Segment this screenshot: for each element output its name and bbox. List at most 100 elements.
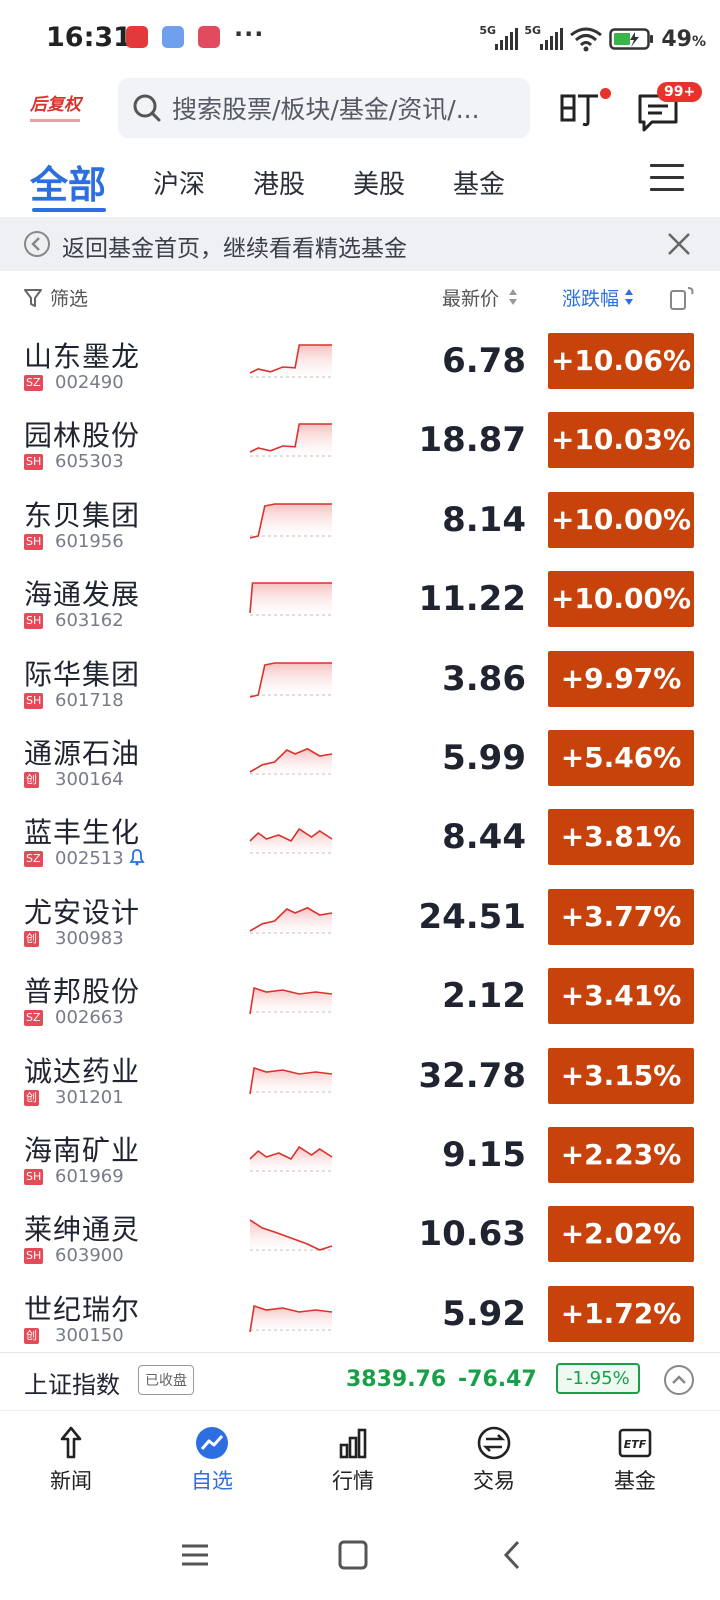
nav-label: 交易 xyxy=(473,1469,515,1493)
stock-code: 601969 xyxy=(55,1166,124,1187)
home-icon[interactable] xyxy=(336,1538,370,1572)
app-notification-icon-2 xyxy=(162,26,184,48)
stock-row[interactable]: 蓝丰生化 SZ 002513 8.44 +3.81% xyxy=(0,799,720,879)
nav-funds[interactable]: ETF 基金 xyxy=(590,1425,680,1495)
message-count-badge: 99+ xyxy=(657,82,703,102)
nav-news[interactable]: 新闻 xyxy=(26,1425,116,1495)
close-icon[interactable] xyxy=(666,231,692,257)
stock-row[interactable]: 海通发展 SH 603162 11.22 +10.00% xyxy=(0,561,720,641)
stock-name: 际华集团 xyxy=(24,657,141,691)
market-badge: SH xyxy=(24,533,44,550)
intraday-sparkline xyxy=(249,747,333,780)
stock-code: 603900 xyxy=(55,1245,124,1267)
recent-apps-icon[interactable] xyxy=(178,1538,212,1572)
stock-row[interactable]: 海南矿业 SH 601969 9.15 +2.23% xyxy=(0,1117,720,1197)
tab-us-stocks[interactable]: 美股 xyxy=(353,170,406,200)
change-percent-badge[interactable]: +3.77% xyxy=(548,888,694,945)
stock-code: 300150 xyxy=(55,1324,124,1346)
change-percent-badge[interactable]: +2.02% xyxy=(548,1206,694,1263)
intraday-sparkline xyxy=(249,906,333,939)
nav-label: 基金 xyxy=(614,1469,656,1493)
stock-row[interactable]: 东贝集团 SH 601956 8.14 +10.00% xyxy=(0,482,720,562)
battery-icon xyxy=(609,28,654,50)
battery-percent: 49% xyxy=(661,26,706,52)
nav-market[interactable]: 行情 xyxy=(308,1425,398,1495)
stock-name: 世纪瑞尔 xyxy=(24,1292,141,1326)
brand-logo[interactable]: 后复权 xyxy=(30,90,90,130)
stock-row[interactable]: 山东墨龙 SZ 002490 6.78 +10.06% xyxy=(0,323,720,403)
sort-by-change[interactable]: 涨跌幅 xyxy=(562,288,620,310)
intraday-sparkline xyxy=(249,661,332,701)
stock-name: 尤安设计 xyxy=(24,895,141,929)
intraday-sparkline xyxy=(249,582,332,622)
stock-price: 18.87 xyxy=(418,420,526,461)
watchlist: 山东墨龙 SZ 002490 6.78 +10.06% 园林股份 SH 605303 18.87… xyxy=(0,323,720,1352)
index-delta: -76.47 xyxy=(458,1367,537,1392)
stock-row[interactable]: 际华集团 SH 601718 3.86 +9.97% xyxy=(0,641,720,721)
stock-price: 6.78 xyxy=(442,341,526,381)
stock-row[interactable]: 通源石油创 300164 5.99 +5.46% xyxy=(0,720,720,800)
watch-alert-icon[interactable] xyxy=(556,84,604,132)
menu-icon[interactable] xyxy=(650,164,686,196)
change-percent-badge[interactable]: +5.46% xyxy=(548,730,694,786)
market-status-badge: 已收盘 xyxy=(138,1365,194,1395)
tab-funds[interactable]: 基金 xyxy=(453,170,506,200)
change-percent-badge[interactable]: +10.00% xyxy=(548,571,694,628)
search-icon xyxy=(133,94,161,122)
stock-row[interactable]: 世纪瑞尔创 300150 5.92 +1.72% xyxy=(0,1276,720,1352)
stock-row[interactable]: 莱绅通灵 SH 603900 10.63 +2.02% xyxy=(0,1196,720,1276)
banner-text: 返回基金首页，继续看看精选基金 xyxy=(62,236,407,262)
tab-hong-kong[interactable]: 港股 xyxy=(253,170,306,200)
tab-shanghai-shenzhen[interactable]: 沪深 xyxy=(153,170,206,200)
switch-view-icon[interactable] xyxy=(668,284,696,312)
stock-name: 蓝丰生化 xyxy=(24,816,141,850)
signal-icon: 5G xyxy=(524,24,564,50)
stock-price: 10.63 xyxy=(418,1214,526,1255)
index-ticker-bar[interactable]: 上证指数 已收盘 3839.76 -76.47 -1.95% xyxy=(0,1352,720,1408)
network-type-label: 5G xyxy=(524,24,542,37)
change-percent-badge[interactable]: +10.06% xyxy=(548,333,694,389)
stock-row[interactable]: 普邦股份 SZ 002663 2.12 +3.41% xyxy=(0,958,720,1038)
stock-price: 5.99 xyxy=(442,738,526,778)
market-badge: SZ xyxy=(24,375,43,391)
stock-code: 300164 xyxy=(55,769,124,790)
nav-watchlist[interactable]: 自选 xyxy=(167,1425,257,1495)
news-icon xyxy=(60,1426,82,1459)
index-name: 上证指数 xyxy=(24,1371,120,1399)
change-percent-badge[interactable]: +1.72% xyxy=(548,1285,694,1342)
stock-price: 9.15 xyxy=(442,1135,526,1175)
fund-return-banner[interactable]: 返回基金首页，继续看看精选基金 xyxy=(0,217,720,271)
stock-price: 2.12 xyxy=(442,976,526,1017)
expand-up-icon[interactable] xyxy=(664,1365,694,1395)
stock-row[interactable]: 尤安设计创 300983 24.51 +3.77% xyxy=(0,879,720,959)
price-alert-bell-icon[interactable] xyxy=(127,847,147,867)
nav-label: 新闻 xyxy=(50,1469,92,1493)
search-input[interactable]: 搜索股票/板块/基金/资讯/... xyxy=(118,78,530,138)
brand-logo-underline xyxy=(30,119,80,122)
network-type-label: 5G xyxy=(479,24,497,37)
market-tabs: 全部 沪深 港股 美股 基金 xyxy=(0,150,720,216)
change-percent-badge[interactable]: +9.97% xyxy=(548,650,694,707)
sort-by-price[interactable]: 最新价 xyxy=(442,288,500,310)
back-icon[interactable] xyxy=(496,1538,530,1572)
stock-code: 300983 xyxy=(55,927,124,949)
change-percent-badge[interactable]: +10.00% xyxy=(548,491,694,548)
market-badge: SH xyxy=(24,1248,44,1265)
nav-trade[interactable]: 交易 xyxy=(449,1425,539,1495)
filter-label: 筛选 xyxy=(50,288,89,310)
filter-button[interactable]: 筛选 xyxy=(24,284,88,311)
stock-code: 002513 xyxy=(55,848,124,870)
stock-price: 3.86 xyxy=(442,658,526,699)
intraday-sparkline xyxy=(249,828,333,860)
stock-code: 301201 xyxy=(55,1086,124,1108)
stock-price: 8.44 xyxy=(442,817,526,858)
change-percent-badge[interactable]: +3.15% xyxy=(548,1047,694,1104)
stock-name: 普邦股份 xyxy=(24,975,141,1009)
stock-row[interactable]: 诚达药业创 301201 32.78 +3.15% xyxy=(0,1038,720,1118)
change-percent-badge[interactable]: +2.23% xyxy=(548,1127,694,1183)
tab-all[interactable]: 全部 xyxy=(30,163,107,207)
change-percent-badge[interactable]: +3.41% xyxy=(548,968,694,1025)
stock-row[interactable]: 园林股份 SH 605303 18.87 +10.03% xyxy=(0,402,720,482)
change-percent-badge[interactable]: +10.03% xyxy=(548,412,694,469)
change-percent-badge[interactable]: +3.81% xyxy=(548,809,694,866)
